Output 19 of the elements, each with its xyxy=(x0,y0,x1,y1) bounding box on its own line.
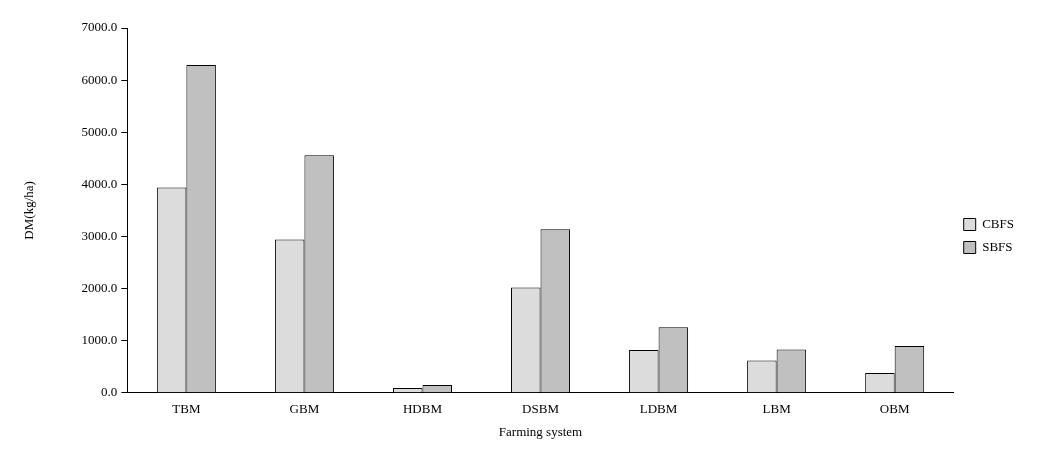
y-tick-label: 0.0 xyxy=(101,384,118,400)
x-tick-label: TBM xyxy=(172,401,201,417)
x-tick-label: GBM xyxy=(289,401,320,417)
y-tick-label: 7000.0 xyxy=(81,19,118,35)
legend-label: CBFS xyxy=(982,215,1015,231)
y-tick-label: 2000.0 xyxy=(81,279,118,295)
x-tick-label: DSBM xyxy=(522,401,560,417)
y-tick-label: 1000.0 xyxy=(81,332,118,348)
y-tick-label: 6000.0 xyxy=(81,71,118,87)
y-axis-title: DM(kg/ha) xyxy=(21,181,37,240)
x-tick-label: HDBM xyxy=(402,401,443,417)
x-tick-label: OBM xyxy=(879,401,910,417)
y-tick-label: 3000.0 xyxy=(81,227,118,243)
legend-label: SBFS xyxy=(982,238,1013,254)
x-tick-label: LBM xyxy=(762,401,792,417)
x-axis-title: Farming system xyxy=(498,423,583,439)
y-tick-label: 4000.0 xyxy=(81,175,118,191)
x-tick-label: LDBM xyxy=(639,401,678,417)
y-tick-label: 5000.0 xyxy=(81,123,118,139)
